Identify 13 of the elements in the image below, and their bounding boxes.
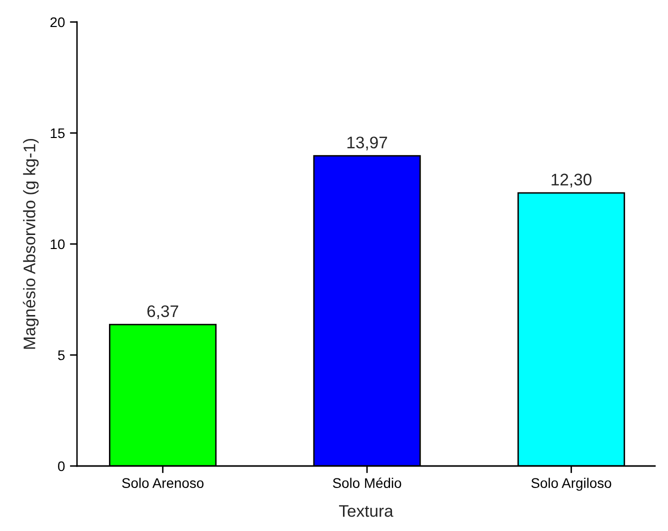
x-axis-title: Textura: [339, 505, 394, 517]
data-label: 12,30: [552, 174, 592, 188]
y-tick-label: 20: [50, 17, 65, 28]
y-axis-title: Magnésio Absorvido (g kg-1): [22, 138, 39, 349]
data-label: 6,37: [147, 305, 178, 320]
y-tick-label: 15: [50, 128, 65, 138]
x-tick-label: Solo Arenoso: [122, 478, 204, 488]
y-tick-label: 10: [50, 239, 65, 250]
x-tick-label: Solo Argiloso: [531, 478, 612, 491]
x-tick-label: Solo Médio: [332, 478, 402, 488]
y-tick-label: 5: [58, 350, 65, 360]
y-tick-label: 0: [58, 461, 65, 472]
data-label: 13,97: [347, 136, 388, 150]
